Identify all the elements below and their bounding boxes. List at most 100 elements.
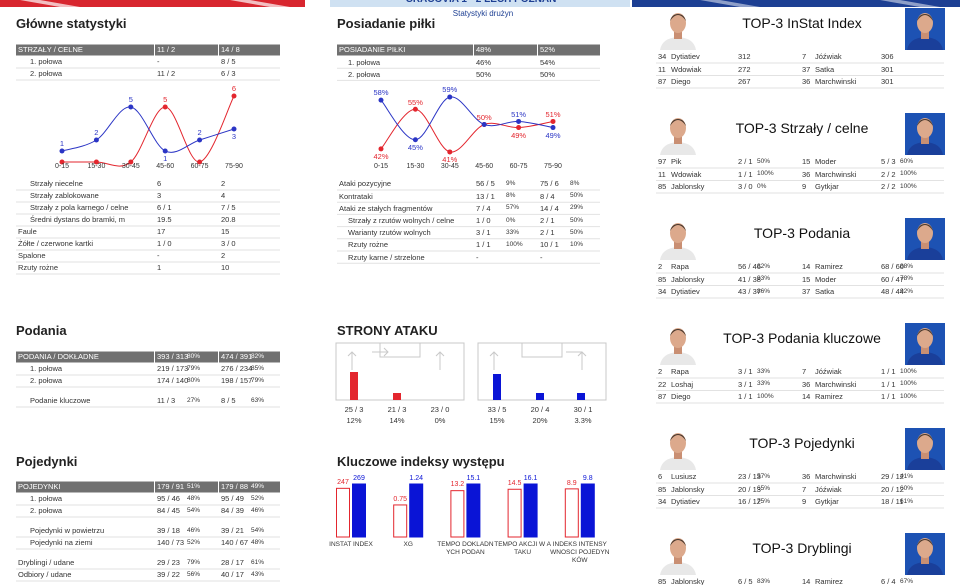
cell-value: 39 / 18 xyxy=(157,526,180,536)
cell-value: 7 / 4 xyxy=(476,203,491,213)
cell-value: 15 xyxy=(221,227,230,237)
player-value: 1 / 1 xyxy=(738,169,753,179)
cell-value: 174 / 140 xyxy=(157,376,189,386)
cell-pct: 48% xyxy=(187,494,201,502)
photo-neck xyxy=(674,450,682,459)
attack-pct: 15% xyxy=(489,416,505,426)
point xyxy=(412,137,418,143)
cell-pct: 57% xyxy=(506,204,520,212)
player-number: 36 xyxy=(802,169,811,179)
cell-pct: 82% xyxy=(251,352,265,360)
point xyxy=(378,97,384,103)
player-number: 9 xyxy=(802,182,807,192)
point xyxy=(447,94,453,100)
data-label: 14.5 xyxy=(507,479,522,487)
player-value: 6 / 4 xyxy=(881,577,896,585)
photo-head xyxy=(670,538,686,558)
data-label: 49% xyxy=(511,130,527,140)
cell-pct: 51% xyxy=(187,482,201,490)
player-value: 3 / 0 xyxy=(738,182,753,192)
player-number: 7 xyxy=(802,367,807,377)
header-band xyxy=(0,0,305,7)
player-value: 301 xyxy=(881,77,894,87)
photo-hair xyxy=(917,224,933,231)
cell-value: 52% xyxy=(540,45,556,55)
cell-value: 28 / 17 xyxy=(221,558,244,568)
player-name: Jóźwiak xyxy=(815,484,842,494)
attack-value: 21 / 3 xyxy=(387,405,407,415)
photo-head xyxy=(670,13,686,33)
player-name: Jablonsky xyxy=(671,484,705,494)
cell-value: 84 / 45 xyxy=(157,506,180,516)
category-label: TEMPO AKCJI W ATAKU xyxy=(494,541,551,556)
data-label: 58% xyxy=(373,88,389,98)
player-photo xyxy=(660,223,696,260)
section-title: Pojedynki xyxy=(16,453,78,469)
point xyxy=(481,122,487,127)
point xyxy=(412,106,418,112)
player-pct: 61% xyxy=(900,497,914,505)
player-pct: 60% xyxy=(900,157,914,165)
photo-shirt xyxy=(907,142,943,155)
data-label: 6 xyxy=(231,84,237,94)
photo-neck xyxy=(674,240,682,249)
player-number: 97 xyxy=(658,157,667,167)
player-photo xyxy=(907,118,943,155)
cell-value: 39 / 21 xyxy=(221,526,244,536)
data-label: 269 xyxy=(353,474,365,482)
attack-pct: 3.3% xyxy=(574,416,592,426)
cell-pct: 79% xyxy=(187,364,201,372)
player-value: 1 / 1 xyxy=(881,367,896,377)
cell-value: 6 / 1 xyxy=(157,203,172,213)
cell-value: 48% xyxy=(476,45,492,55)
photo-head xyxy=(670,223,686,243)
row-label: Strzały niecelne xyxy=(30,179,83,189)
data-label: 8.9 xyxy=(566,479,577,487)
pitch xyxy=(335,342,607,401)
category-label: INDEKS INTENSYWNOSCI POJEDYNKÓW xyxy=(550,541,610,564)
cell-value: 3 / 0 xyxy=(221,239,236,249)
row-label: Żółte / czerwone kartki xyxy=(18,239,94,249)
cell-value: 54% xyxy=(540,57,556,67)
data-label: 0.75 xyxy=(393,495,407,503)
player-number: 87 xyxy=(658,77,667,87)
player-value: 5 / 3 xyxy=(881,157,896,167)
x-tick-label: 0-15 xyxy=(373,162,388,170)
cell-value: 8 / 5 xyxy=(221,396,236,406)
player-number: 36 xyxy=(802,379,811,389)
player-value: 3 / 1 xyxy=(738,379,753,389)
player-pct: 50% xyxy=(757,157,771,165)
player-value: 43 / 37 xyxy=(738,287,761,297)
cell-value: 219 / 173 xyxy=(157,364,189,374)
attack-pct: 20% xyxy=(532,416,548,426)
data-label: 59% xyxy=(442,85,458,95)
header-cell xyxy=(538,44,600,56)
header-decor xyxy=(700,0,940,7)
point xyxy=(231,93,237,99)
cell-value: 2 / 1 xyxy=(540,215,555,225)
player-name: Loshaj xyxy=(671,379,694,389)
player-value: 272 xyxy=(738,64,751,74)
player-pct: 100% xyxy=(757,170,774,178)
player-value: 312 xyxy=(738,52,751,62)
photo-shirt xyxy=(907,457,943,470)
data-label: 1 xyxy=(163,154,168,164)
point xyxy=(550,125,556,131)
header-cell xyxy=(16,351,154,363)
player-name: Satka xyxy=(815,287,835,297)
player-value: 41 / 38 xyxy=(738,274,761,284)
player-pct: 88% xyxy=(900,262,914,270)
row-label: 2. połowa xyxy=(348,69,381,79)
cell-value: 84 / 39 xyxy=(221,506,244,516)
player-number: 15 xyxy=(802,274,811,284)
attack-bar xyxy=(350,372,358,400)
point xyxy=(162,148,168,154)
bar xyxy=(466,483,481,538)
player-name: Rapa xyxy=(671,367,689,377)
category-label: XG xyxy=(403,541,413,548)
header-cell xyxy=(219,481,280,493)
data-label: 16.1 xyxy=(523,474,538,482)
cell-value: 95 / 49 xyxy=(221,494,244,504)
row-label: Pojedynki na ziemi xyxy=(30,538,93,548)
